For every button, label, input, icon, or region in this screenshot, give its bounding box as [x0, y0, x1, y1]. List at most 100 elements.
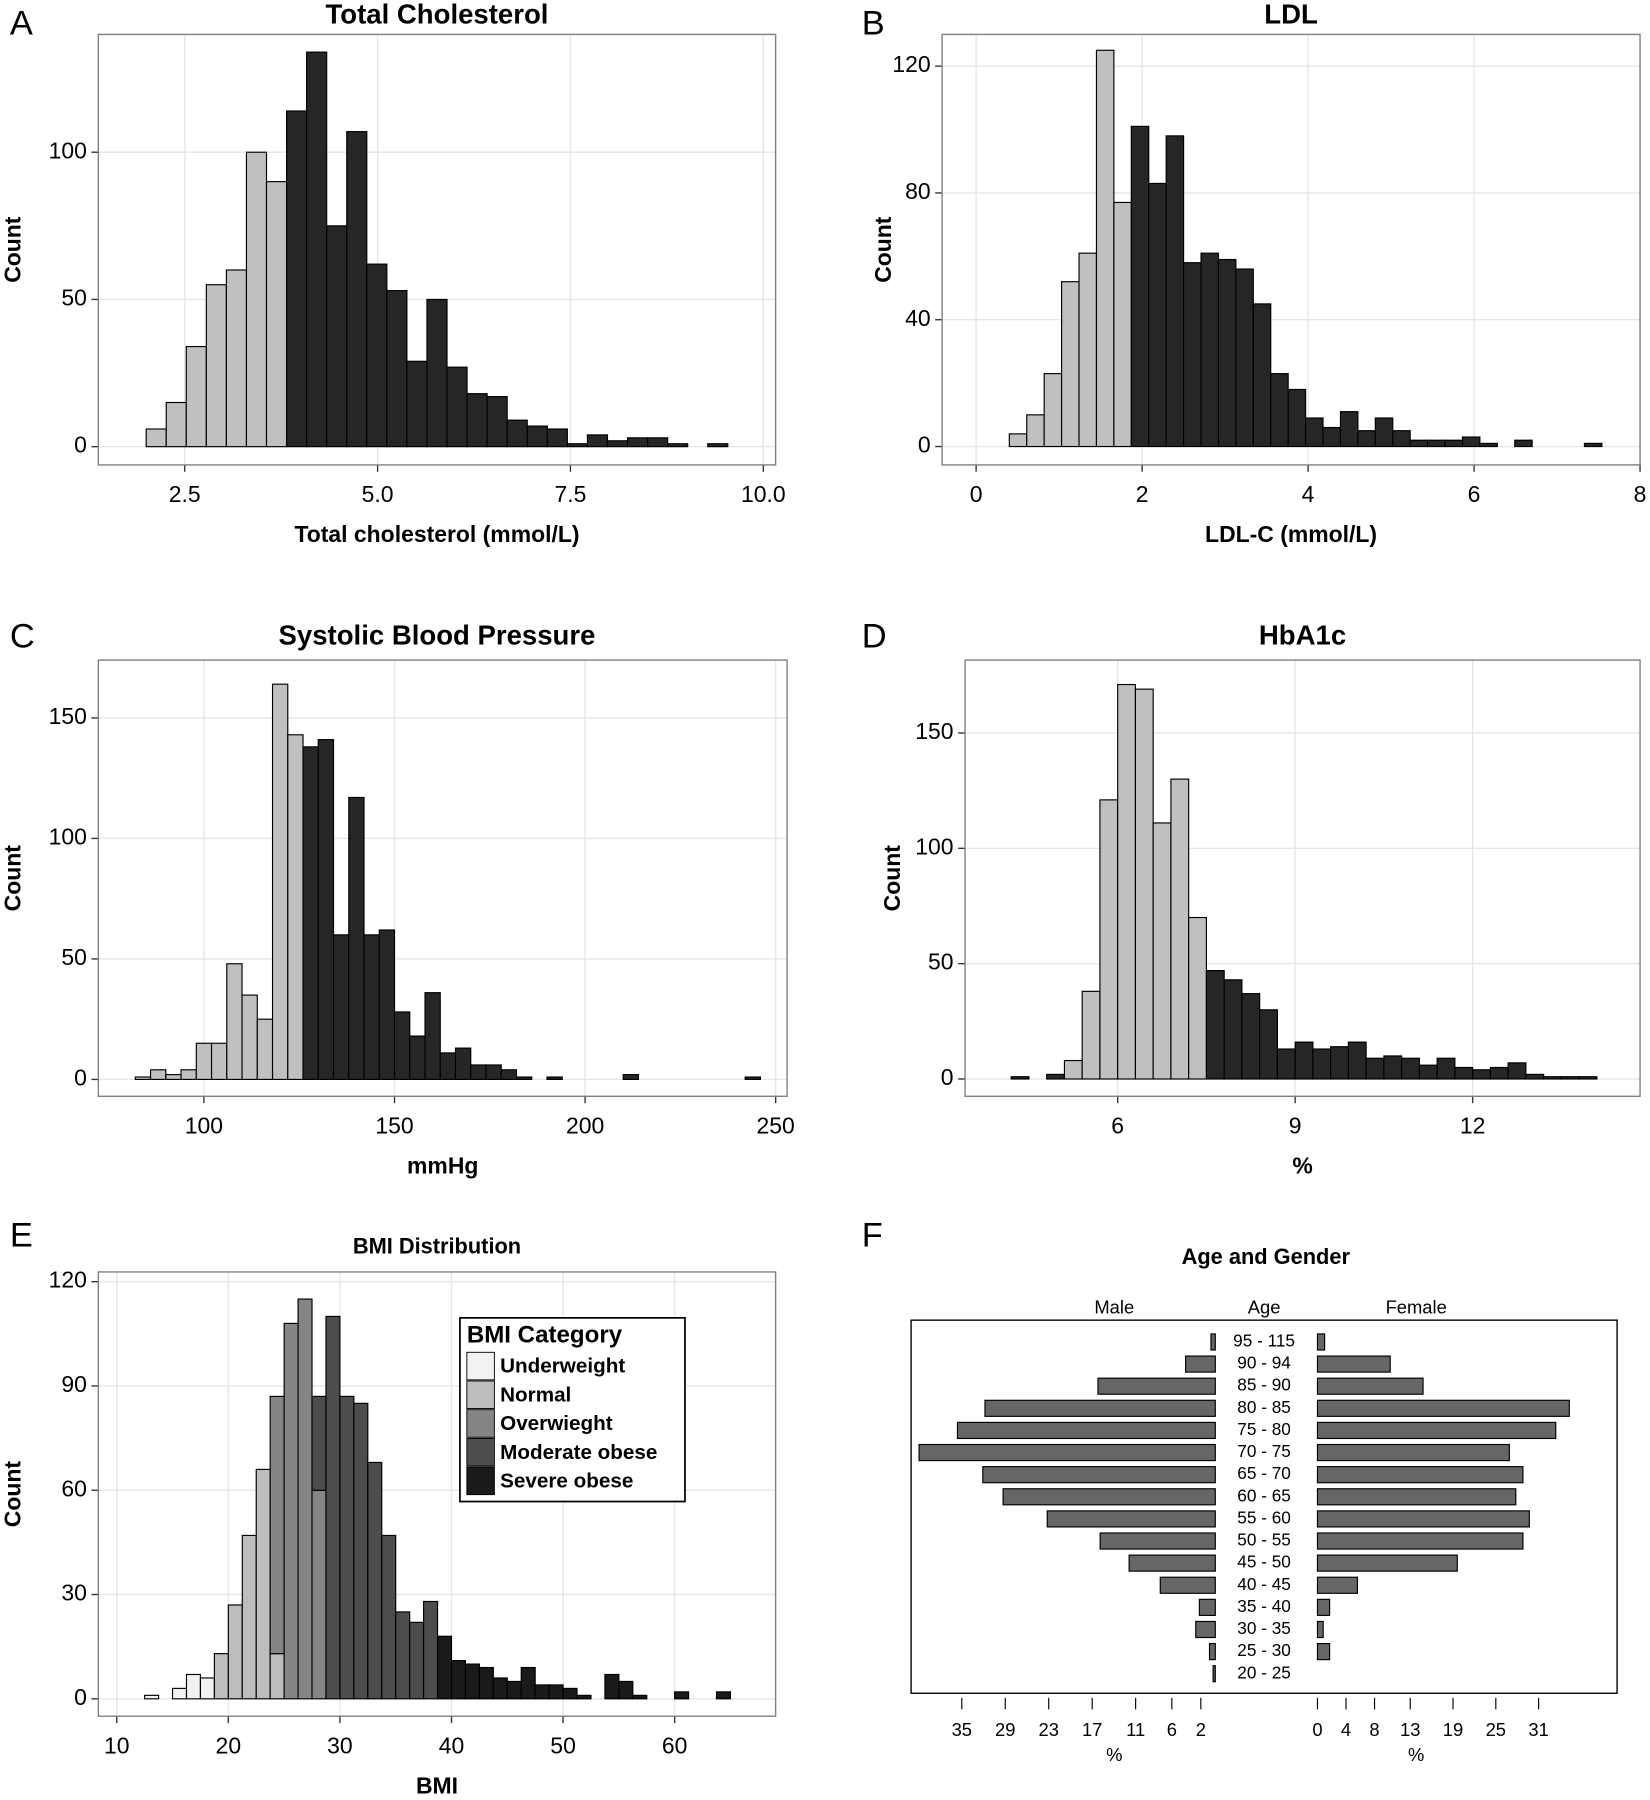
bar [241, 994, 258, 1081]
x-tick-label: 13 [1400, 1719, 1420, 1740]
y-tick-label: 150 [49, 703, 87, 729]
x-tick-label: 25 [1486, 1719, 1506, 1740]
x-tick-label: 4 [1341, 1719, 1351, 1740]
bar-segment [283, 1322, 299, 1700]
pyramid-box [910, 1319, 1618, 1694]
bar [185, 345, 207, 448]
bar [744, 1076, 762, 1081]
bar [486, 396, 508, 448]
bar-segment [395, 1611, 411, 1700]
bar-segment [311, 1489, 327, 1700]
bar [195, 1042, 213, 1081]
pyramid-bar [982, 1466, 1216, 1484]
pyramid-bar [1185, 1355, 1216, 1373]
bar [1095, 49, 1115, 448]
bar [1043, 373, 1063, 448]
bar [466, 393, 488, 448]
bar [205, 284, 227, 448]
bar [546, 1076, 563, 1081]
bar [1305, 417, 1324, 448]
bar [1525, 1073, 1545, 1080]
x-tick-label: 10.0 [741, 481, 786, 507]
bar [165, 401, 187, 448]
legend-label: Moderate obese [500, 1441, 657, 1464]
bar-segment [255, 1468, 271, 1700]
x-tick-label: 250 [757, 1112, 795, 1138]
pyramid-bar [1316, 1466, 1524, 1484]
bar-segment [311, 1395, 327, 1491]
y-axis-label: Count [0, 1461, 26, 1528]
x-axis-label: % [1292, 1153, 1312, 1179]
pyramid-bar [1316, 1421, 1557, 1440]
x-tick-label: 8 [1634, 481, 1647, 507]
bar-segment [423, 1600, 439, 1700]
bar [1507, 1062, 1527, 1080]
x-tick-label: 23 [1039, 1719, 1059, 1740]
bar [346, 131, 368, 448]
bar [225, 269, 248, 448]
bar [1294, 1041, 1314, 1080]
x-tick-label: 7.5 [554, 481, 586, 507]
bar-segment [464, 1663, 480, 1700]
pyramid-bar [956, 1421, 1216, 1440]
pyramid-bar [1208, 1642, 1216, 1661]
bar [1365, 1057, 1385, 1080]
bar-segment [632, 1694, 648, 1700]
bar [1235, 268, 1254, 448]
bar [302, 746, 319, 1081]
bar [306, 51, 328, 448]
bar [145, 428, 167, 448]
pyramid-bar [1128, 1554, 1216, 1572]
legend-swatch [466, 1409, 495, 1438]
bar [1078, 252, 1098, 448]
x-tick-label: 29 [995, 1719, 1015, 1740]
pyramid-bar [984, 1399, 1216, 1417]
bar-segment [199, 1677, 215, 1700]
bar-segment [171, 1687, 188, 1700]
bar [454, 1047, 472, 1081]
bar [515, 1076, 533, 1081]
bar-segment [548, 1684, 564, 1700]
pyramid-bar [1002, 1488, 1216, 1506]
bar [1217, 258, 1237, 448]
bar [1357, 430, 1376, 448]
legend-label: Underweight [500, 1355, 625, 1378]
side-label: Male [1094, 1297, 1134, 1318]
chart-title: BMI Distribution [353, 1234, 521, 1259]
bar [1578, 1076, 1598, 1080]
bar [265, 181, 288, 448]
y-axis-label: Count [0, 216, 26, 283]
bar-segment [576, 1694, 592, 1700]
bar [1418, 1064, 1438, 1080]
bar [1276, 1048, 1296, 1080]
bar-segment [353, 1402, 369, 1700]
pyramid-bar [1316, 1333, 1326, 1351]
legend-box [459, 1316, 686, 1503]
pyramid-bar [1316, 1443, 1510, 1462]
y-tick-label: 80 [905, 178, 931, 204]
pyramid-bar [1316, 1510, 1530, 1528]
bar [271, 683, 289, 1081]
bar [378, 929, 396, 1081]
bar-segment [339, 1395, 355, 1700]
bar [180, 1069, 197, 1081]
bar [426, 298, 448, 448]
bar [1427, 439, 1446, 448]
bar [1099, 799, 1119, 1080]
y-tick-label: 0 [74, 1684, 87, 1710]
x-tick-label: 2.5 [169, 481, 201, 507]
bar [1183, 262, 1202, 448]
panel-letter: D [862, 617, 887, 655]
age-label: 95 - 115 [1233, 1331, 1295, 1351]
bar [366, 263, 388, 448]
x-tick-label: 100 [185, 1112, 223, 1138]
pyramid-bar [1316, 1488, 1517, 1506]
bar-segment [269, 1395, 285, 1655]
bar [285, 110, 308, 448]
panel-letter: C [10, 617, 35, 655]
y-tick-label: 50 [61, 285, 87, 311]
age-label: 80 - 85 [1237, 1397, 1291, 1417]
bar [1489, 1066, 1509, 1080]
bar [439, 1052, 457, 1081]
bar-segment [297, 1298, 313, 1700]
